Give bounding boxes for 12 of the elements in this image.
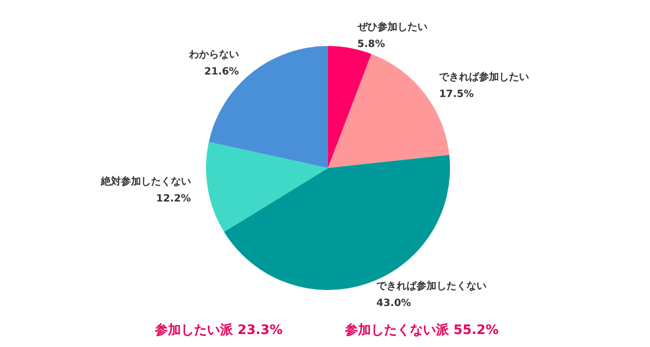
data-label: 5.8% <box>357 39 385 50</box>
text: 参加したくない派 55.2% <box>344 322 499 338</box>
slice-label: できれば参加したい <box>439 71 530 84</box>
slice-label: 絶対参加したくない <box>100 175 191 188</box>
data-label: 17.5% <box>439 89 474 100</box>
slice-label: ぜひ参加したい <box>356 21 428 34</box>
text: 参加したい派 23.3% <box>154 322 283 338</box>
slice-label: できれば参加したくない <box>376 280 486 292</box>
data-label: 43.0% <box>376 298 412 309</box>
slice-label: わからない <box>188 50 239 61</box>
data-label: 12.2% <box>156 193 191 204</box>
data-label: 21.6% <box>204 66 239 78</box>
